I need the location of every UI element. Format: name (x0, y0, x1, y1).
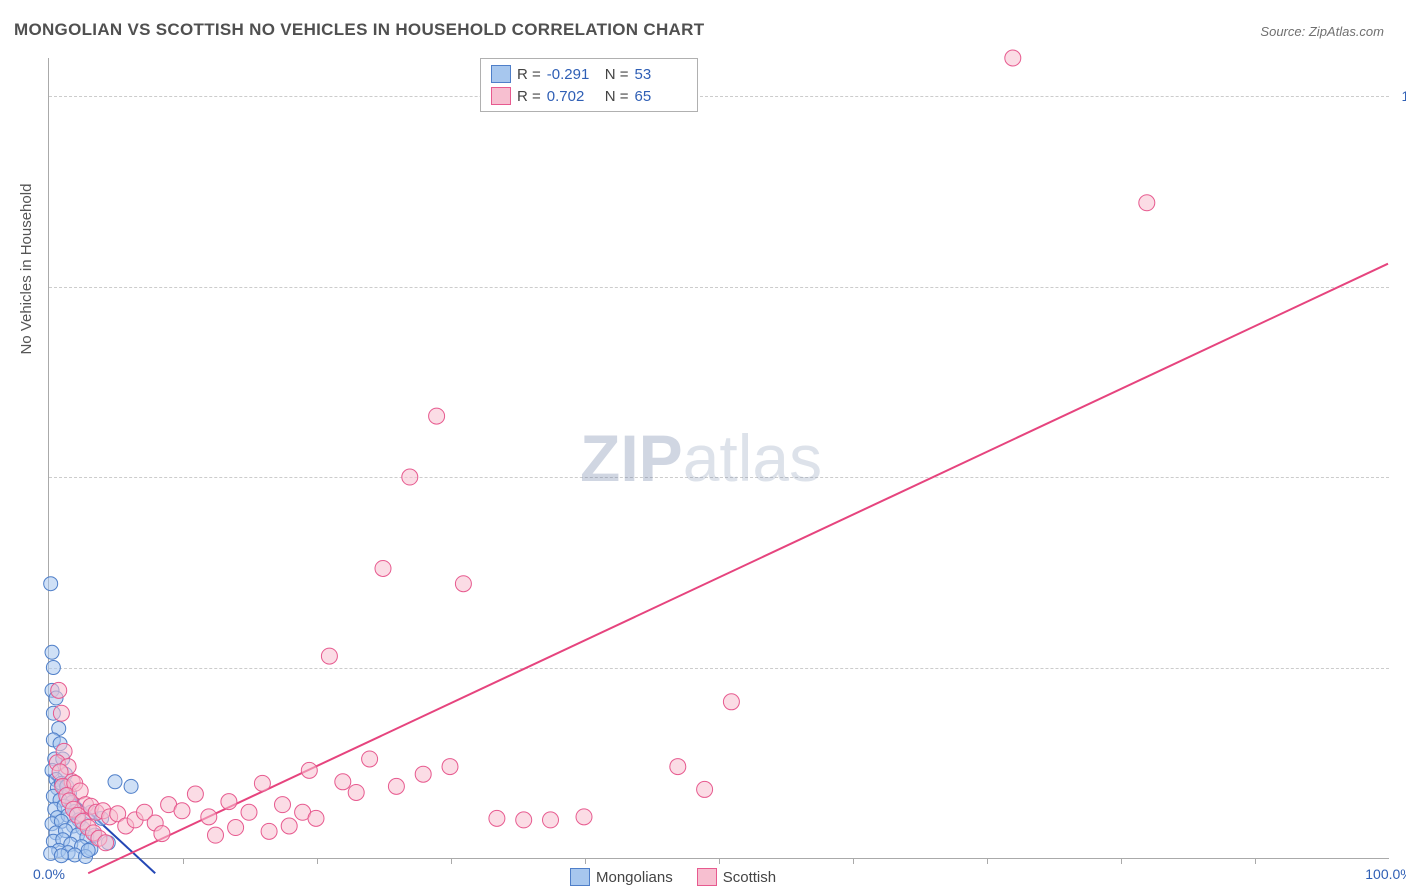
x-minor-tick (1121, 858, 1122, 864)
legend-n-value: 65 (635, 88, 687, 105)
data-point (51, 682, 67, 698)
data-point (670, 759, 686, 775)
legend-series-label: Scottish (723, 869, 776, 886)
data-point (201, 809, 217, 825)
data-point (516, 812, 532, 828)
x-minor-tick (987, 858, 988, 864)
y-tick-label: 50.0% (1394, 469, 1406, 485)
x-minor-tick (183, 858, 184, 864)
data-point (442, 759, 458, 775)
x-minor-tick (719, 858, 720, 864)
legend-correlation: R = -0.291 N = 53 R = 0.702 N = 65 (480, 58, 698, 112)
legend-n-value: 53 (635, 66, 687, 83)
data-point (723, 694, 739, 710)
x-tick-label: 100.0% (1365, 866, 1406, 882)
y-tick-label: 75.0% (1394, 279, 1406, 295)
data-point (241, 804, 257, 820)
legend-n-label: N = (605, 66, 629, 83)
data-point (388, 778, 404, 794)
data-point (44, 577, 58, 591)
data-point (254, 775, 270, 791)
legend-n-label: N = (605, 88, 629, 105)
source-prefix: Source: (1260, 24, 1305, 39)
data-point (402, 469, 418, 485)
legend-correlation-row: R = -0.291 N = 53 (491, 63, 687, 85)
data-point (1005, 50, 1021, 66)
x-minor-tick (317, 858, 318, 864)
legend-correlation-row: R = 0.702 N = 65 (491, 85, 687, 107)
x-tick-label: 0.0% (33, 866, 65, 882)
data-point (187, 786, 203, 802)
x-minor-tick (585, 858, 586, 864)
data-point (375, 560, 391, 576)
legend-swatch (570, 868, 590, 886)
x-minor-tick (451, 858, 452, 864)
trend-line (88, 264, 1388, 874)
legend-series: Mongolians Scottish (570, 868, 776, 886)
legend-r-label: R = (517, 88, 541, 105)
data-point (275, 797, 291, 813)
legend-r-value: 0.702 (547, 88, 599, 105)
legend-r-value: -0.291 (547, 66, 599, 83)
data-point (429, 408, 445, 424)
data-point (81, 843, 95, 857)
legend-series-label: Mongolians (596, 869, 673, 886)
data-point (98, 835, 114, 851)
source-label: Source: ZipAtlas.com (1260, 24, 1384, 39)
data-point (228, 820, 244, 836)
x-minor-tick (1255, 858, 1256, 864)
x-minor-tick (853, 858, 854, 864)
legend-series-item: Scottish (697, 868, 776, 886)
legend-r-label: R = (517, 66, 541, 83)
legend-swatch (697, 868, 717, 886)
data-point (154, 826, 170, 842)
data-point (108, 775, 122, 789)
data-point (697, 781, 713, 797)
data-point (124, 779, 138, 793)
y-tick-label: 25.0% (1394, 660, 1406, 676)
data-point (46, 661, 60, 675)
y-tick-label: 100.0% (1394, 88, 1406, 104)
data-point (362, 751, 378, 767)
data-point (576, 809, 592, 825)
data-point (415, 766, 431, 782)
chart-title: MONGOLIAN VS SCOTTISH NO VEHICLES IN HOU… (14, 20, 704, 40)
data-point (543, 812, 559, 828)
data-point (281, 818, 297, 834)
legend-swatch (491, 87, 511, 105)
data-point (308, 810, 324, 826)
data-point (321, 648, 337, 664)
source-value: ZipAtlas.com (1309, 24, 1384, 39)
data-point (489, 810, 505, 826)
data-point (348, 784, 364, 800)
data-point (53, 705, 69, 721)
data-point (1139, 195, 1155, 211)
data-point (455, 576, 471, 592)
data-point (174, 803, 190, 819)
data-point (208, 827, 224, 843)
legend-swatch (491, 65, 511, 83)
chart-svg (48, 58, 1388, 858)
legend-series-item: Mongolians (570, 868, 673, 886)
data-point (54, 849, 68, 863)
data-point (221, 794, 237, 810)
y-axis-title: No Vehicles in Household (18, 184, 35, 355)
data-point (301, 762, 317, 778)
data-point (45, 645, 59, 659)
data-point (261, 823, 277, 839)
data-point (335, 774, 351, 790)
